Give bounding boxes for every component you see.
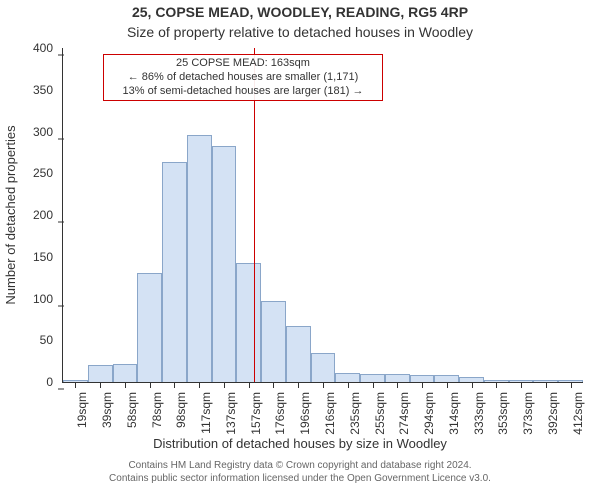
y-tick-label: 300 [33, 125, 63, 139]
x-tick-label: 39sqm [100, 392, 114, 428]
histogram-bar [236, 263, 261, 382]
y-tick-label: 50 [40, 333, 63, 347]
histogram-bar [360, 374, 385, 382]
annotation-line: ← 86% of detached houses are smaller (1,… [108, 71, 378, 85]
x-tick-label: 373sqm [521, 392, 535, 435]
y-tick-label: 400 [33, 41, 63, 55]
x-tick-label: 137sqm [224, 392, 238, 435]
x-tick-label: 235sqm [348, 392, 362, 435]
x-tick-mark [199, 382, 200, 388]
histogram-bar [113, 364, 138, 382]
x-tick-mark [472, 382, 473, 388]
x-tick-label: 58sqm [125, 392, 139, 428]
y-tick-label: 250 [33, 166, 63, 180]
x-tick-label: 412sqm [571, 392, 585, 435]
y-tick-label: 100 [33, 292, 63, 306]
x-tick-label: 176sqm [273, 392, 287, 435]
x-tick-mark [100, 382, 101, 388]
x-tick-mark [571, 382, 572, 388]
x-tick-label: 314sqm [447, 392, 461, 435]
x-tick-mark [348, 382, 349, 388]
x-tick-mark [323, 382, 324, 388]
x-tick-label: 274sqm [397, 392, 411, 435]
x-tick-mark [174, 382, 175, 388]
annotation-line: 25 COPSE MEAD: 163sqm [108, 57, 378, 71]
y-tick-label: 150 [33, 250, 63, 264]
x-tick-mark [521, 382, 522, 388]
x-tick-mark [546, 382, 547, 388]
histogram-bar [212, 146, 237, 382]
plot-area: 05010015020025030035040019sqm39sqm58sqm7… [62, 48, 583, 383]
histogram-bar [286, 326, 311, 382]
histogram-bar [410, 375, 435, 382]
histogram-bar [434, 375, 459, 382]
x-tick-label: 196sqm [298, 392, 312, 435]
x-tick-mark [125, 382, 126, 388]
x-tick-mark [75, 382, 76, 388]
x-tick-label: 78sqm [150, 392, 164, 428]
attribution-footer: Contains HM Land Registry data © Crown c… [0, 460, 600, 485]
x-tick-label: 157sqm [249, 392, 263, 435]
x-tick-mark [373, 382, 374, 388]
x-tick-mark [249, 382, 250, 388]
y-tick-label: 200 [33, 208, 63, 222]
chart-title-subtitle: Size of property relative to detached ho… [0, 24, 600, 40]
histogram-bar [137, 273, 162, 382]
histogram-bar [311, 353, 336, 382]
y-tick-label: 350 [33, 83, 63, 97]
histogram-bar [261, 301, 286, 382]
chart-title-address: 25, COPSE MEAD, WOODLEY, READING, RG5 4R… [0, 4, 600, 20]
x-tick-label: 117sqm [199, 392, 213, 434]
x-tick-mark [422, 382, 423, 388]
x-tick-mark [150, 382, 151, 388]
y-axis-label: Number of detached properties [3, 125, 18, 304]
x-tick-mark [298, 382, 299, 388]
histogram-bar [187, 135, 212, 382]
histogram-bar [88, 365, 113, 382]
x-tick-label: 353sqm [496, 392, 510, 435]
histogram-bar [162, 162, 187, 382]
x-tick-mark [447, 382, 448, 388]
y-tick-label: 0 [46, 375, 63, 389]
histogram-bar [385, 374, 410, 382]
x-tick-mark [224, 382, 225, 388]
x-tick-label: 19sqm [75, 392, 89, 428]
footer-line: Contains public sector information licen… [0, 473, 600, 486]
x-tick-mark [273, 382, 274, 388]
histogram-bar [335, 373, 360, 382]
x-tick-label: 333sqm [472, 392, 486, 435]
y-tick-mark [58, 389, 64, 390]
x-tick-mark [496, 382, 497, 388]
x-tick-mark [397, 382, 398, 388]
x-tick-label: 98sqm [174, 392, 188, 428]
annotation-line: 13% of semi-detached houses are larger (… [108, 85, 378, 99]
x-tick-label: 255sqm [373, 392, 387, 435]
x-axis-label: Distribution of detached houses by size … [0, 436, 600, 451]
x-tick-label: 216sqm [323, 392, 337, 435]
annotation-box: 25 COPSE MEAD: 163sqm← 86% of detached h… [103, 54, 383, 101]
footer-line: Contains HM Land Registry data © Crown c… [0, 460, 600, 473]
x-tick-label: 294sqm [422, 392, 436, 435]
x-tick-label: 392sqm [546, 392, 560, 435]
